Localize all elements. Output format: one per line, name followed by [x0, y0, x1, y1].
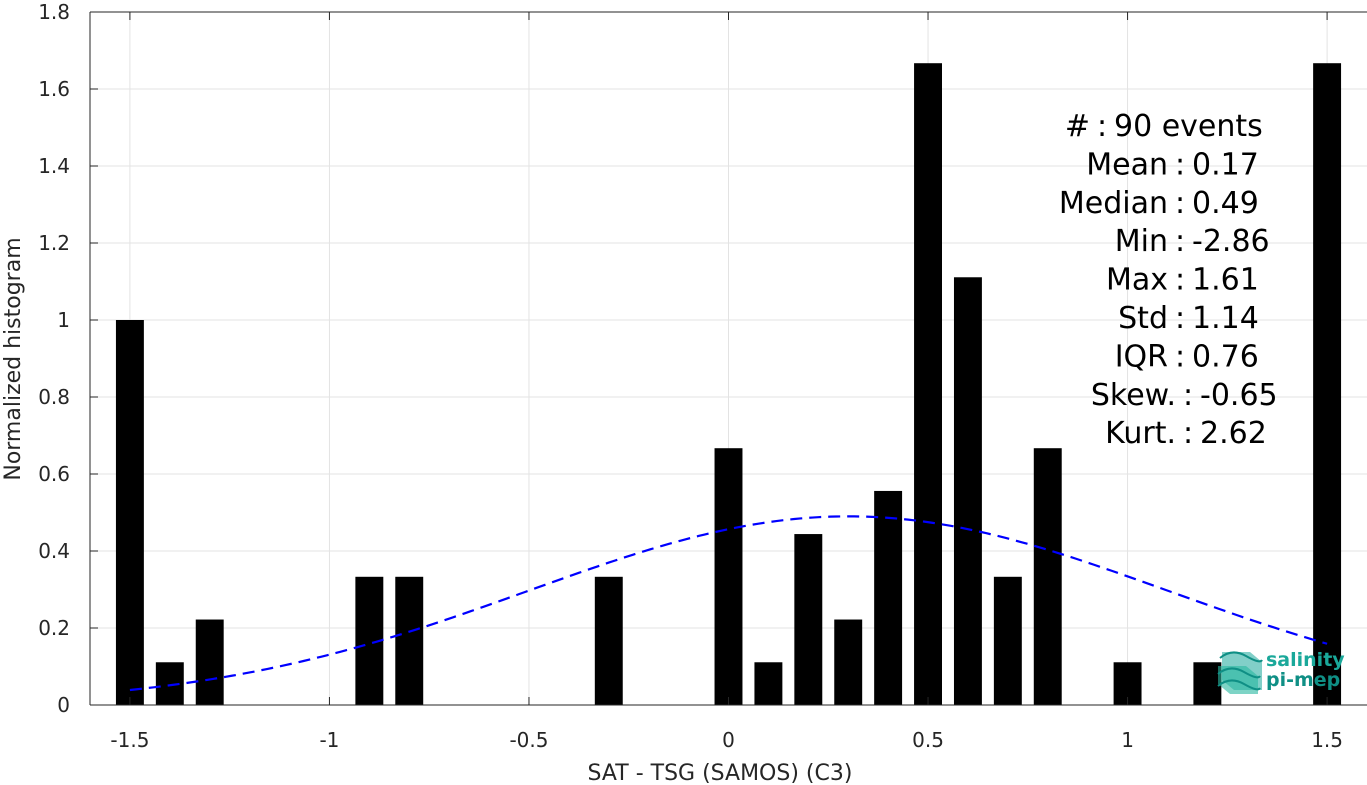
y-tick-label: 0.6: [38, 462, 70, 486]
stat-value: 0.17: [1192, 147, 1259, 182]
y-tick-label: 1.8: [38, 0, 70, 24]
histogram-bar: [594, 576, 623, 705]
stat-value: -0.65: [1200, 378, 1278, 413]
stat-value: 1.14: [1192, 301, 1259, 336]
stat-value: 90 events: [1114, 109, 1263, 144]
stat-label: IQR: [1115, 339, 1168, 374]
stat-label: Std: [1118, 301, 1168, 336]
stat-value: 2.62: [1200, 416, 1267, 451]
y-tick-label: 1: [57, 308, 70, 332]
logo-text-line1: salinity: [1266, 649, 1345, 671]
stat-colon: :: [1175, 301, 1185, 336]
x-tick-label: 1.5: [1311, 728, 1343, 752]
histogram-bar: [195, 619, 224, 705]
histogram-bar: [1033, 448, 1062, 705]
histogram-bar: [953, 277, 982, 705]
y-tick-label: 1.2: [38, 231, 70, 255]
fit-curve: [129, 515, 1328, 692]
stat-colon: :: [1175, 147, 1185, 182]
x-tick-label: 1: [1121, 728, 1134, 752]
histogram-bar: [714, 448, 743, 705]
stat-value: 1.61: [1192, 263, 1259, 298]
stat-colon: :: [1175, 186, 1185, 221]
histogram-bar: [155, 662, 184, 705]
y-tick-label: 1.4: [38, 154, 70, 178]
stat-label: Min: [1115, 224, 1168, 259]
stat-label: Max: [1106, 263, 1168, 298]
stat-label: Skew.: [1091, 378, 1176, 413]
y-tick-labels: 0 0.2 0.4 0.6 0.8 1 1.2 1.4 1.6 1.8: [38, 0, 70, 717]
stat-label: Kurt.: [1105, 416, 1176, 451]
x-tick-label: -1: [319, 728, 339, 752]
stat-colon: :: [1175, 224, 1185, 259]
histogram-bar: [395, 576, 424, 705]
stat-colon: :: [1097, 109, 1107, 144]
bars-group: [115, 63, 1342, 705]
histogram-bar: [115, 320, 144, 705]
stat-value: -2.86: [1192, 224, 1270, 259]
stat-colon: :: [1175, 263, 1185, 298]
x-tick-label: -1.5: [110, 728, 149, 752]
histogram-bar: [914, 63, 942, 705]
x-tick-labels: -1.5 -1 -0.5 0 0.5 1 1.5: [110, 728, 1343, 752]
axes-frame: [89, 11, 1367, 706]
logo-text-line2: pi-mep: [1266, 669, 1340, 691]
stat-colon: :: [1183, 416, 1193, 451]
histogram-bar: [1193, 662, 1222, 705]
x-tick-label: -0.5: [509, 728, 548, 752]
y-tick-label: 0.2: [38, 616, 70, 640]
logo-mark-icon: [1217, 651, 1263, 694]
x-tick-label: 0: [722, 728, 735, 752]
stat-value: 0.76: [1192, 339, 1259, 374]
stat-label: Mean: [1086, 147, 1168, 182]
x-axis-label: SAT - TSG (SAMOS) (C3): [588, 761, 853, 785]
histogram-bar: [1313, 63, 1342, 705]
y-tick-label: 0.8: [38, 385, 70, 409]
stat-value: 0.49: [1192, 186, 1259, 221]
stat-label: #: [1065, 109, 1090, 144]
y-tick-label: 1.6: [38, 77, 70, 101]
histogram-bar: [834, 619, 863, 705]
y-tick-label: 0: [57, 693, 70, 717]
histogram-bar: [993, 576, 1022, 705]
x-tick-label: 0.5: [912, 728, 944, 752]
histogram-bar: [874, 490, 903, 705]
y-axis-label: Normalized histogram: [1, 237, 26, 480]
stat-colon: :: [1175, 339, 1185, 374]
histogram-bar: [754, 662, 783, 705]
salinity-pi-mep-logo: salinity pi-mep: [1217, 649, 1345, 694]
y-tick-label: 0.4: [38, 539, 70, 563]
stat-colon: :: [1183, 378, 1193, 413]
histogram-bar: [794, 534, 823, 705]
stat-label: Median: [1059, 186, 1168, 221]
